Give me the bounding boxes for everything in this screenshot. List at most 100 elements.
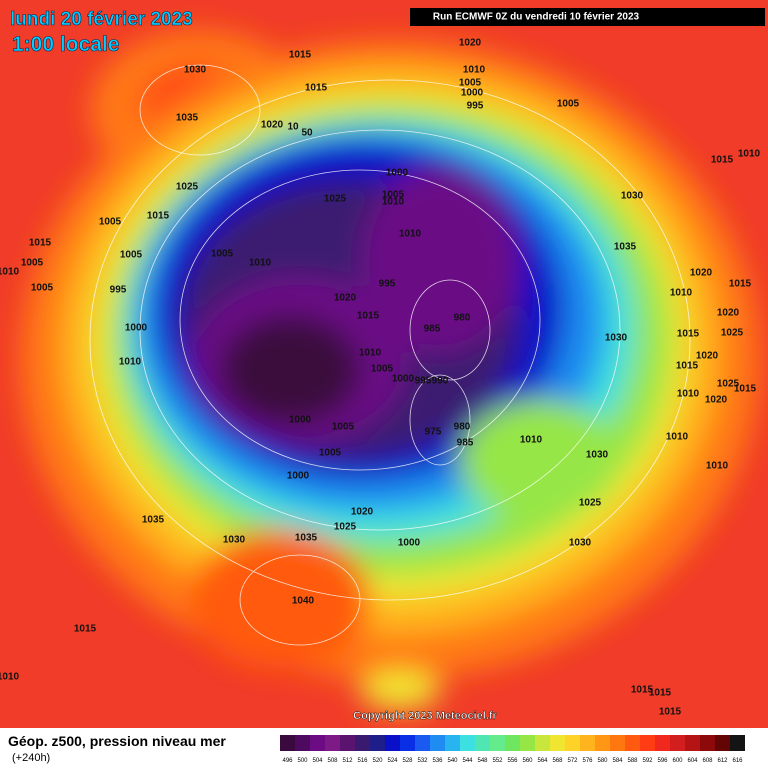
isobar-label: 1010	[0, 672, 20, 683]
isobar-label: 1015	[74, 624, 97, 635]
isobar-label: 1000	[392, 374, 415, 385]
isobar-label: 1030	[223, 535, 246, 546]
legend-label: 516	[357, 758, 368, 764]
isobar-label: 1010	[359, 348, 382, 359]
isobar-label: 1000	[287, 471, 310, 482]
legend-label: 608	[702, 758, 713, 764]
isobar-label: 1015	[659, 707, 682, 718]
legend-swatch	[580, 735, 595, 751]
legend-label: 540	[447, 758, 458, 764]
isobar-label: 1030	[605, 333, 628, 344]
legend-label: 576	[582, 758, 593, 764]
isobar-label: 1010	[670, 288, 693, 299]
legend-swatch	[715, 735, 730, 751]
legend-swatch	[490, 735, 505, 751]
isobar-label: 1010	[0, 267, 20, 278]
isobar-label: 1005	[21, 258, 44, 269]
isobar-label: 1035	[176, 113, 199, 124]
isobar-label: 980	[454, 313, 471, 324]
isobar-label: 1000	[461, 88, 484, 99]
isobar-label: 1030	[621, 191, 644, 202]
isobar-label: 1020	[334, 293, 357, 304]
isobar-label: 1005	[319, 448, 342, 459]
isobar-label: 1025	[721, 328, 744, 339]
legend-label: 536	[432, 758, 443, 764]
color-legend: 496 500 504 508 512 516 520 524 528 532 536 540 544 5…	[280, 735, 745, 764]
legend-label: 580	[597, 758, 608, 764]
map-field	[0, 0, 768, 728]
legend-swatch	[550, 735, 565, 751]
isobar-label: 1035	[614, 242, 637, 253]
legend-label: 552	[492, 758, 503, 764]
legend-swatch	[430, 735, 445, 751]
isobar-label: 1015	[29, 238, 52, 249]
legend-label: 508	[327, 758, 338, 764]
legend-swatch	[295, 735, 310, 751]
legend-label: 604	[687, 758, 698, 764]
isobar-label: 1010	[738, 149, 761, 160]
isobar-label: 1025	[717, 379, 740, 390]
isobar-label: 990	[432, 376, 449, 387]
isobar-label: 980	[454, 422, 471, 433]
isobar-label: 1005	[332, 422, 355, 433]
legend-label: 596	[657, 758, 668, 764]
run-bar	[410, 8, 765, 26]
isobar-label: 1005	[31, 283, 54, 294]
run-info: Run ECMWF 0Z du vendredi 10 février 2023	[433, 12, 640, 23]
legend-swatch	[475, 735, 490, 751]
legend-label: 504	[312, 758, 323, 764]
isobar-label: 1025	[176, 182, 199, 193]
legend-label: 544	[462, 758, 473, 764]
isobar-label: 1015	[676, 361, 699, 372]
legend-label: 520	[372, 758, 383, 764]
map-subtitle: 1:00 locale	[12, 33, 119, 56]
footer-lead: (+240h)	[12, 752, 50, 764]
legend-swatch	[355, 735, 370, 751]
isobar-label: 1035	[295, 533, 318, 544]
isobar-label: 1010	[119, 357, 142, 368]
isobar-label: 1020	[696, 351, 719, 362]
legend-swatch	[415, 735, 430, 751]
isobar-label: 1005	[371, 364, 394, 375]
isobar-label: 1015	[631, 685, 654, 696]
isobar-label: 1005	[211, 249, 234, 260]
legend-label: 568	[552, 758, 563, 764]
isobar-label: 995	[467, 101, 484, 112]
isobar-label: 985	[424, 324, 441, 335]
legend-swatch	[730, 735, 745, 751]
isobar-label: 985	[457, 438, 474, 449]
legend-swatch	[460, 735, 475, 751]
legend-swatch	[700, 735, 715, 751]
isobar-label: 1040	[292, 596, 315, 607]
isobar-label: 1020	[690, 268, 713, 279]
legend-swatch	[310, 735, 325, 751]
isobar-label: 1015	[649, 688, 672, 699]
isobar-label: 995	[415, 376, 432, 387]
legend-swatch	[520, 735, 535, 751]
isobar-label: 1000	[125, 323, 148, 334]
isobar-label: 1005	[459, 78, 482, 89]
legend-label: 564	[537, 758, 548, 764]
footer-title: Géop. z500, pression niveau mer	[8, 733, 226, 749]
isobar-label: 1000	[289, 415, 312, 426]
legend-swatch	[505, 735, 520, 751]
isobar-label: 1035	[142, 515, 165, 526]
isobar-label: 1005	[99, 217, 122, 228]
legend-label: 528	[402, 758, 413, 764]
isobar-label: 1015	[677, 329, 700, 340]
legend-swatch	[610, 735, 625, 751]
isobar-label: 1010	[666, 432, 689, 443]
legend-label: 500	[297, 758, 308, 764]
legend-swatch	[385, 735, 400, 751]
legend-label: 524	[387, 758, 398, 764]
isobar-label: 1010	[249, 258, 272, 269]
legend-label: 616	[732, 758, 743, 764]
legend-swatch	[670, 735, 685, 751]
legend-swatch	[655, 735, 670, 751]
isobar-label: 1030	[569, 538, 592, 549]
isobar-label: 1015	[729, 279, 752, 290]
legend-swatch	[340, 735, 355, 751]
isobar-label: 1030	[586, 450, 609, 461]
legend-label: 600	[672, 758, 683, 764]
isobar-label: 1010	[382, 197, 405, 208]
